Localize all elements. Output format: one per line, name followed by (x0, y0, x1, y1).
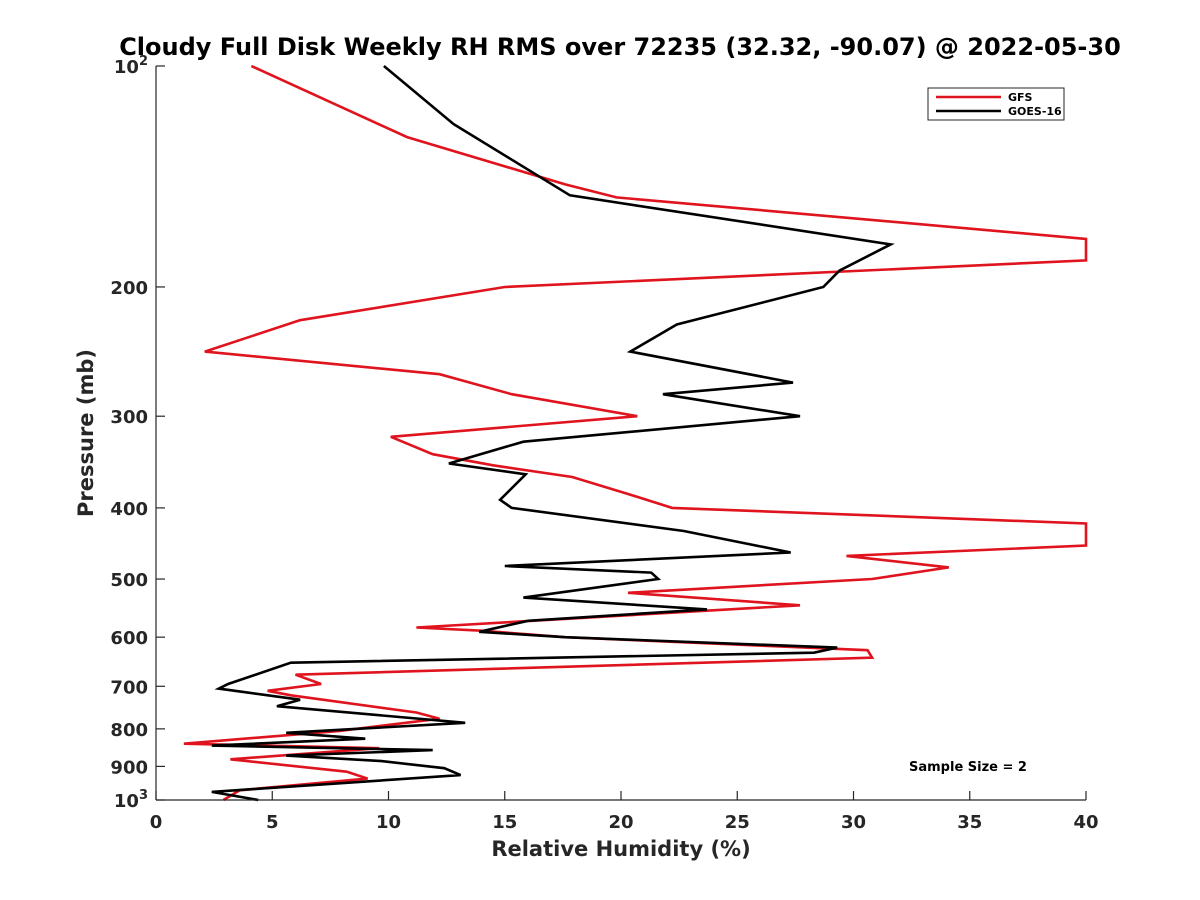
x-tick-label: 5 (266, 812, 279, 833)
plot-area: 0 5 10 15 20 25 30 35 40 102 200 300 400 500 600 700 80… (110, 54, 1098, 833)
legend-box (927, 87, 1065, 121)
y-axis-label: Pressure (mb) (74, 349, 98, 517)
y-tick-label: 600 (110, 628, 148, 649)
y-tick-label: 500 (110, 570, 148, 591)
x-ticks: 0 5 10 15 20 25 30 35 40 (150, 791, 1099, 833)
x-tick-label: 0 (150, 812, 163, 833)
x-axis-label: Relative Humidity (%) (491, 837, 750, 861)
x-tick-label: 25 (725, 812, 750, 833)
y-tick-label: 103 (114, 788, 148, 812)
x-tick-label: 40 (1073, 812, 1098, 833)
y-tick-label: 900 (110, 757, 148, 778)
x-tick-label: 10 (376, 812, 401, 833)
legend-label-gfs: GFS (1008, 91, 1033, 104)
y-tick-label: 102 (114, 54, 148, 78)
y-tick-label: 400 (110, 499, 148, 520)
y-tick-label: 200 (110, 278, 148, 299)
x-tick-label: 35 (957, 812, 982, 833)
y-tick-label: 700 (110, 677, 148, 698)
x-tick-label: 30 (841, 812, 866, 833)
series-line-goes16 (211, 65, 895, 802)
legend: GFS GOES-16 (927, 87, 1065, 121)
legend-label-goes16: GOES-16 (1008, 105, 1062, 118)
chart-title: Cloudy Full Disk Weekly RH RMS over 7223… (119, 33, 1121, 61)
sample-size-annotation: Sample Size = 2 (909, 760, 1027, 775)
y-ticks: 102 200 300 400 500 600 700 800 900 103 (110, 54, 165, 812)
y-tick-label: 300 (110, 407, 148, 428)
x-tick-label: 20 (608, 812, 633, 833)
y-tick-label: 800 (110, 720, 148, 741)
series-layer (183, 64, 1088, 802)
x-tick-label: 15 (492, 812, 517, 833)
